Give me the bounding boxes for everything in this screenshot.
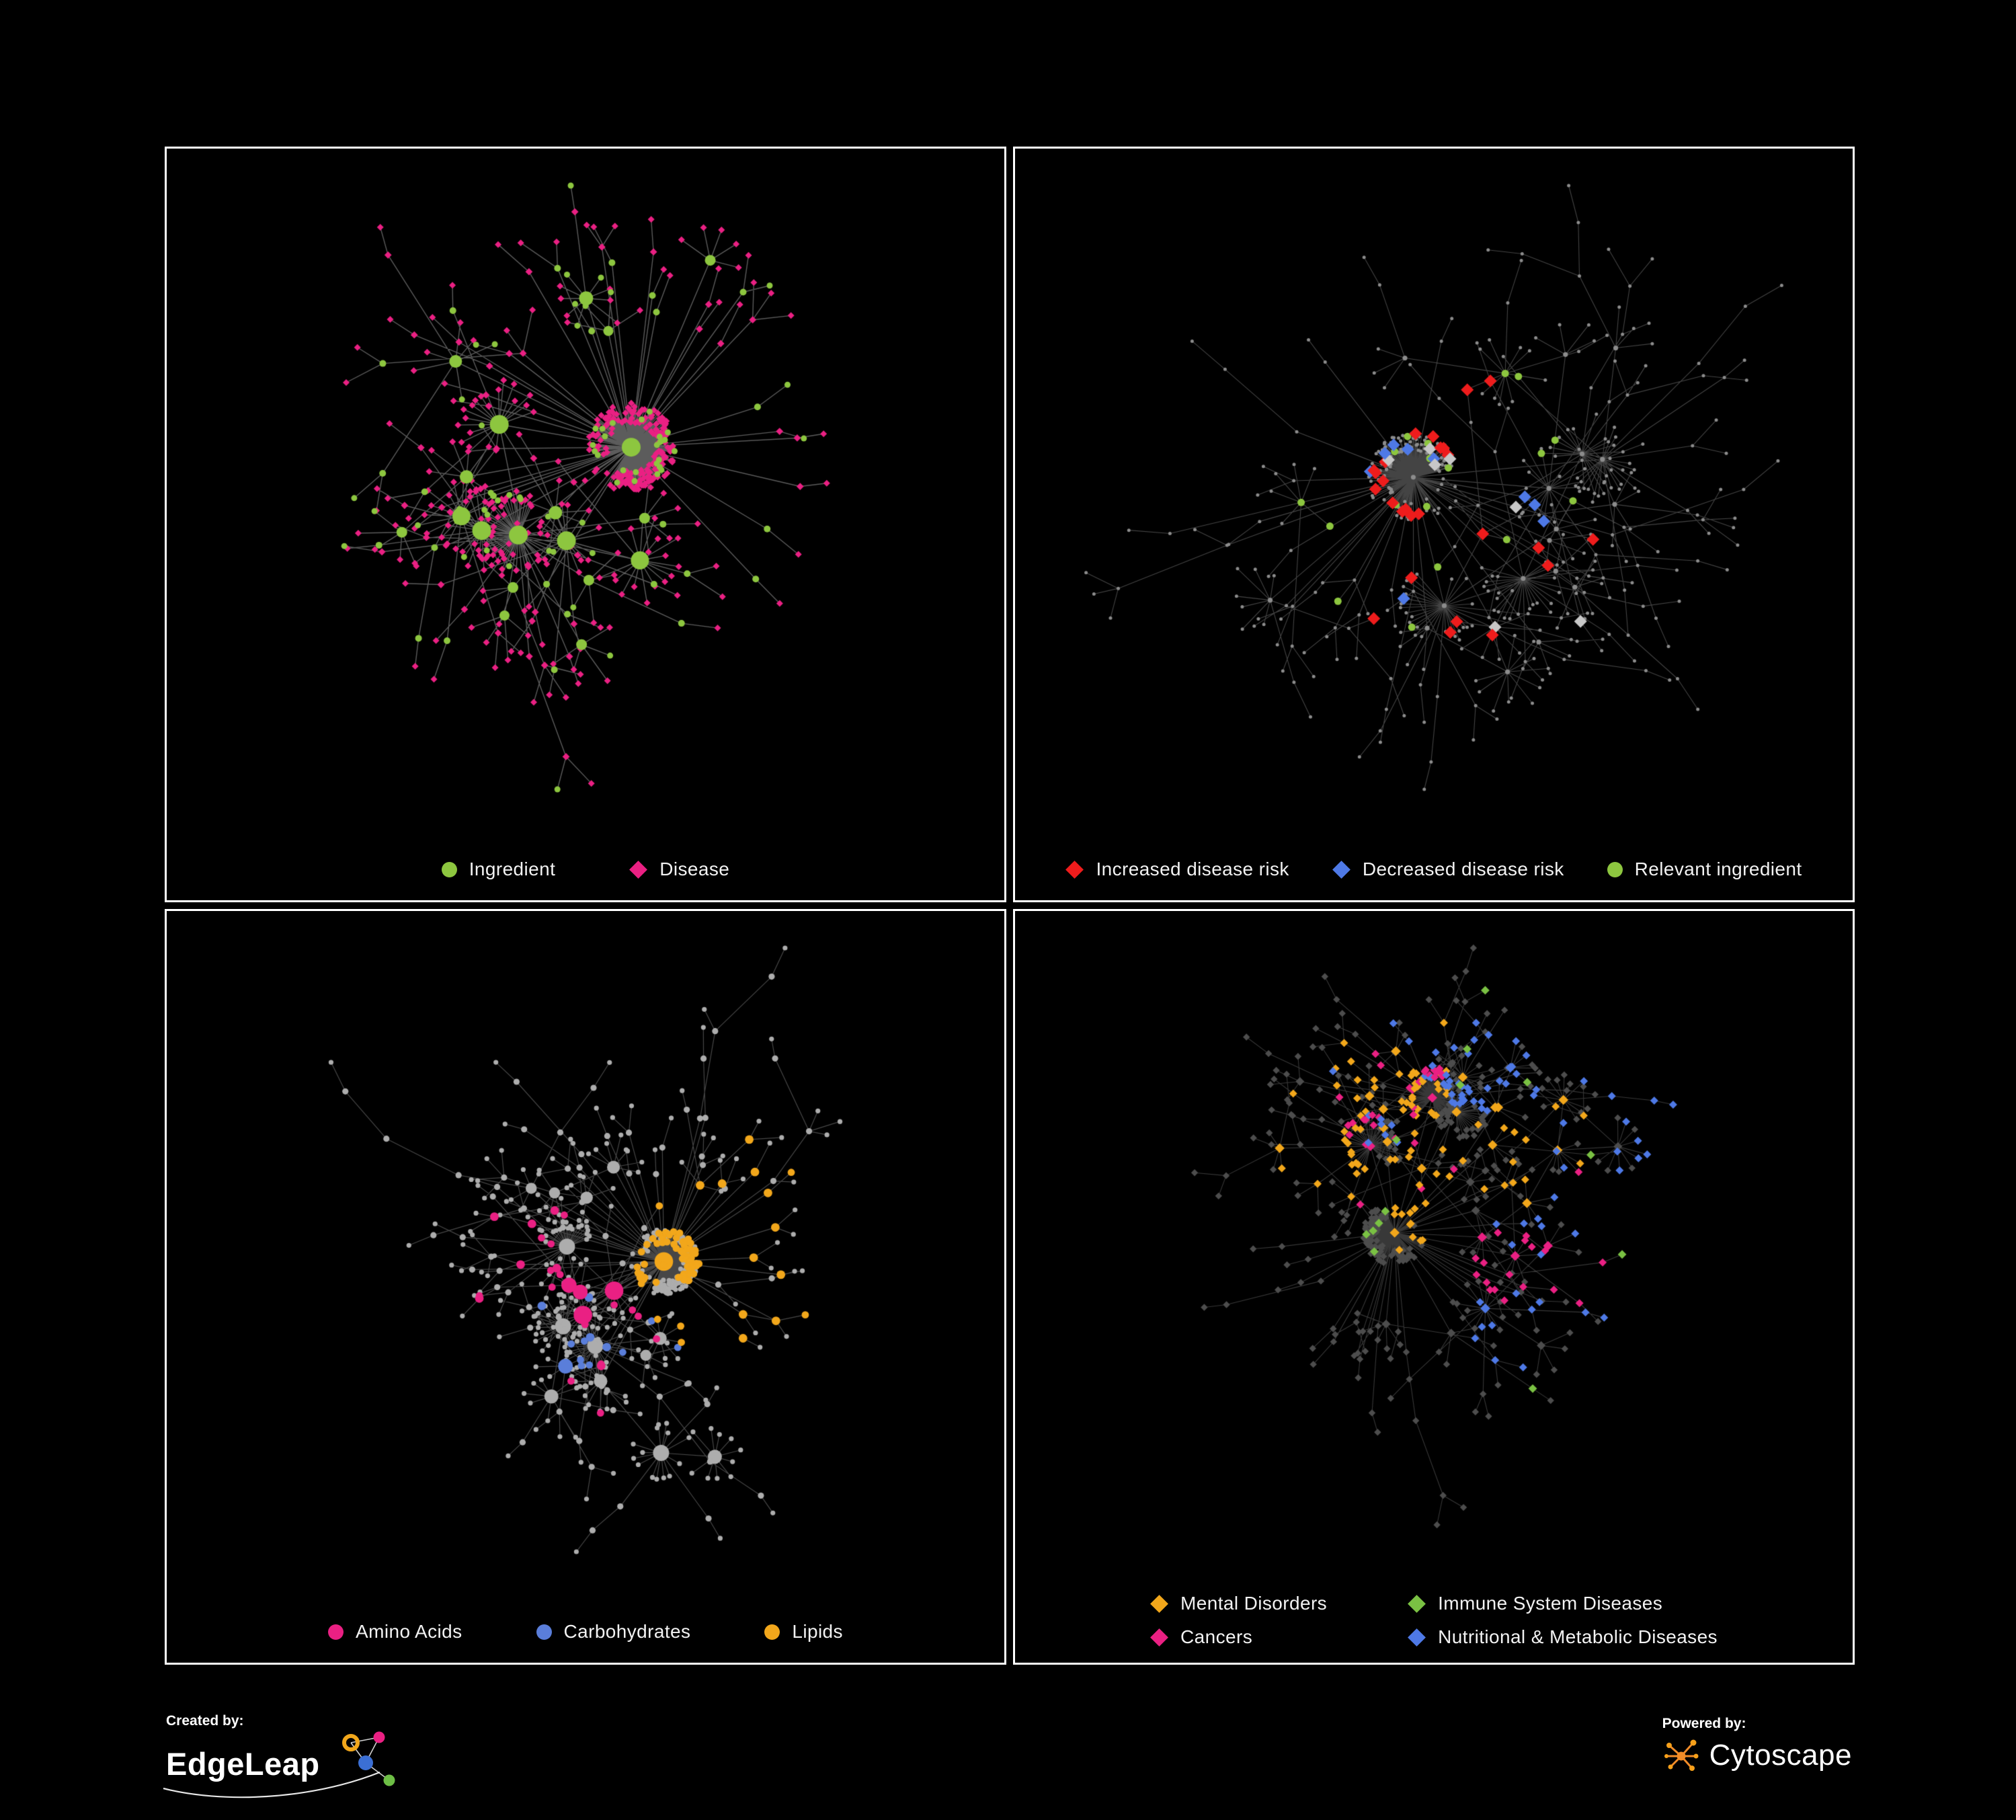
- ingredient-disease-graph: [167, 149, 1004, 900]
- panel-disease-risk: Increased disease risk Decreased disease…: [1013, 147, 1855, 902]
- legend-item-decreased-risk: Decreased disease risk: [1332, 859, 1564, 880]
- legend-item-mental-disorders: Mental Disorders: [1150, 1593, 1327, 1614]
- legend-label-immune-diseases: Immune System Diseases: [1438, 1593, 1663, 1614]
- legend-item-cancers: Cancers: [1150, 1626, 1327, 1648]
- legend-item-disease: Disease: [629, 859, 729, 880]
- panel-ingredient-disease: Ingredient Disease: [165, 147, 1006, 902]
- edgeleap-brand-row: EdgeLeap: [163, 1731, 413, 1798]
- legend-label-disease: Disease: [659, 859, 730, 879]
- cytoscape-brand-row: Cytoscape: [1662, 1736, 1852, 1775]
- legend-item-nutritional-metabolic: Nutritional & Metabolic Diseases: [1408, 1626, 1718, 1648]
- cytoscape-wordmark: Cytoscape: [1709, 1739, 1852, 1772]
- powered-by-block: Powered by: Cytoscape: [1662, 1716, 1852, 1775]
- lipids-swatch-icon: [764, 1624, 780, 1640]
- legend-disease-risk: Increased disease risk Decreased disease…: [1015, 859, 1853, 880]
- legend-item-lipids: Lipids: [764, 1621, 843, 1643]
- created-by-block: Created by: EdgeLeap: [163, 1713, 413, 1798]
- panel-disease-categories: Mental Disorders Immune System Diseases …: [1013, 909, 1855, 1665]
- legend-label-carbohydrates: Carbohydrates: [563, 1621, 691, 1642]
- legend-label-cancers: Cancers: [1180, 1626, 1253, 1647]
- legend-item-increased-risk: Increased disease risk: [1065, 859, 1289, 880]
- created-by-label: Created by:: [166, 1713, 244, 1729]
- amino-acids-swatch-icon: [328, 1624, 344, 1640]
- mental-disorders-swatch-icon: [1150, 1594, 1168, 1613]
- relevant-ingredient-swatch-icon: [1607, 861, 1623, 877]
- legend-label-decreased-risk: Decreased disease risk: [1362, 859, 1564, 879]
- legend-item-amino-acids: Amino Acids: [328, 1621, 462, 1643]
- edgeleap-wordmark: EdgeLeap: [166, 1745, 320, 1782]
- cancers-swatch-icon: [1150, 1628, 1168, 1647]
- edgeleap-logo-icon: [341, 1731, 395, 1786]
- nutrient-graph: [167, 911, 1004, 1663]
- legend-label-increased-risk: Increased disease risk: [1096, 859, 1289, 879]
- legend-disease-categories: Mental Disorders Immune System Diseases …: [1015, 1593, 1853, 1648]
- legend-ingredient-disease: Ingredient Disease: [167, 859, 1004, 880]
- legend-item-carbohydrates: Carbohydrates: [536, 1621, 691, 1643]
- decreased-risk-swatch-icon: [1332, 860, 1350, 879]
- increased-risk-swatch-icon: [1065, 860, 1084, 879]
- ingredient-swatch-icon: [441, 861, 457, 877]
- legend-label-lipids: Lipids: [792, 1621, 843, 1642]
- legend-item-ingredient: Ingredient: [441, 859, 556, 880]
- cytoscape-logo-icon: [1664, 1739, 1699, 1771]
- legend-item-immune-diseases: Immune System Diseases: [1408, 1593, 1718, 1614]
- legend-label-relevant-ingredient: Relevant ingredient: [1634, 859, 1802, 879]
- legend-label-mental-disorders: Mental Disorders: [1180, 1593, 1328, 1614]
- nutritional-metabolic-swatch-icon: [1408, 1628, 1426, 1647]
- disease-risk-graph: [1015, 149, 1853, 900]
- legend-label-nutritional-metabolic: Nutritional & Metabolic Diseases: [1438, 1626, 1718, 1647]
- panel-nutrients: Amino Acids Carbohydrates Lipids: [165, 909, 1006, 1665]
- legend-item-relevant-ingredient: Relevant ingredient: [1607, 859, 1802, 880]
- disease-swatch-icon: [629, 860, 648, 879]
- disease-category-graph: [1015, 911, 1853, 1663]
- legend-label-amino-acids: Amino Acids: [356, 1621, 462, 1642]
- legend-nutrients: Amino Acids Carbohydrates Lipids: [167, 1621, 1004, 1643]
- carbohydrates-swatch-icon: [536, 1624, 552, 1640]
- powered-by-label: Powered by:: [1662, 1716, 1746, 1731]
- immune-diseases-swatch-icon: [1408, 1594, 1426, 1613]
- legend-label-ingredient: Ingredient: [469, 859, 556, 879]
